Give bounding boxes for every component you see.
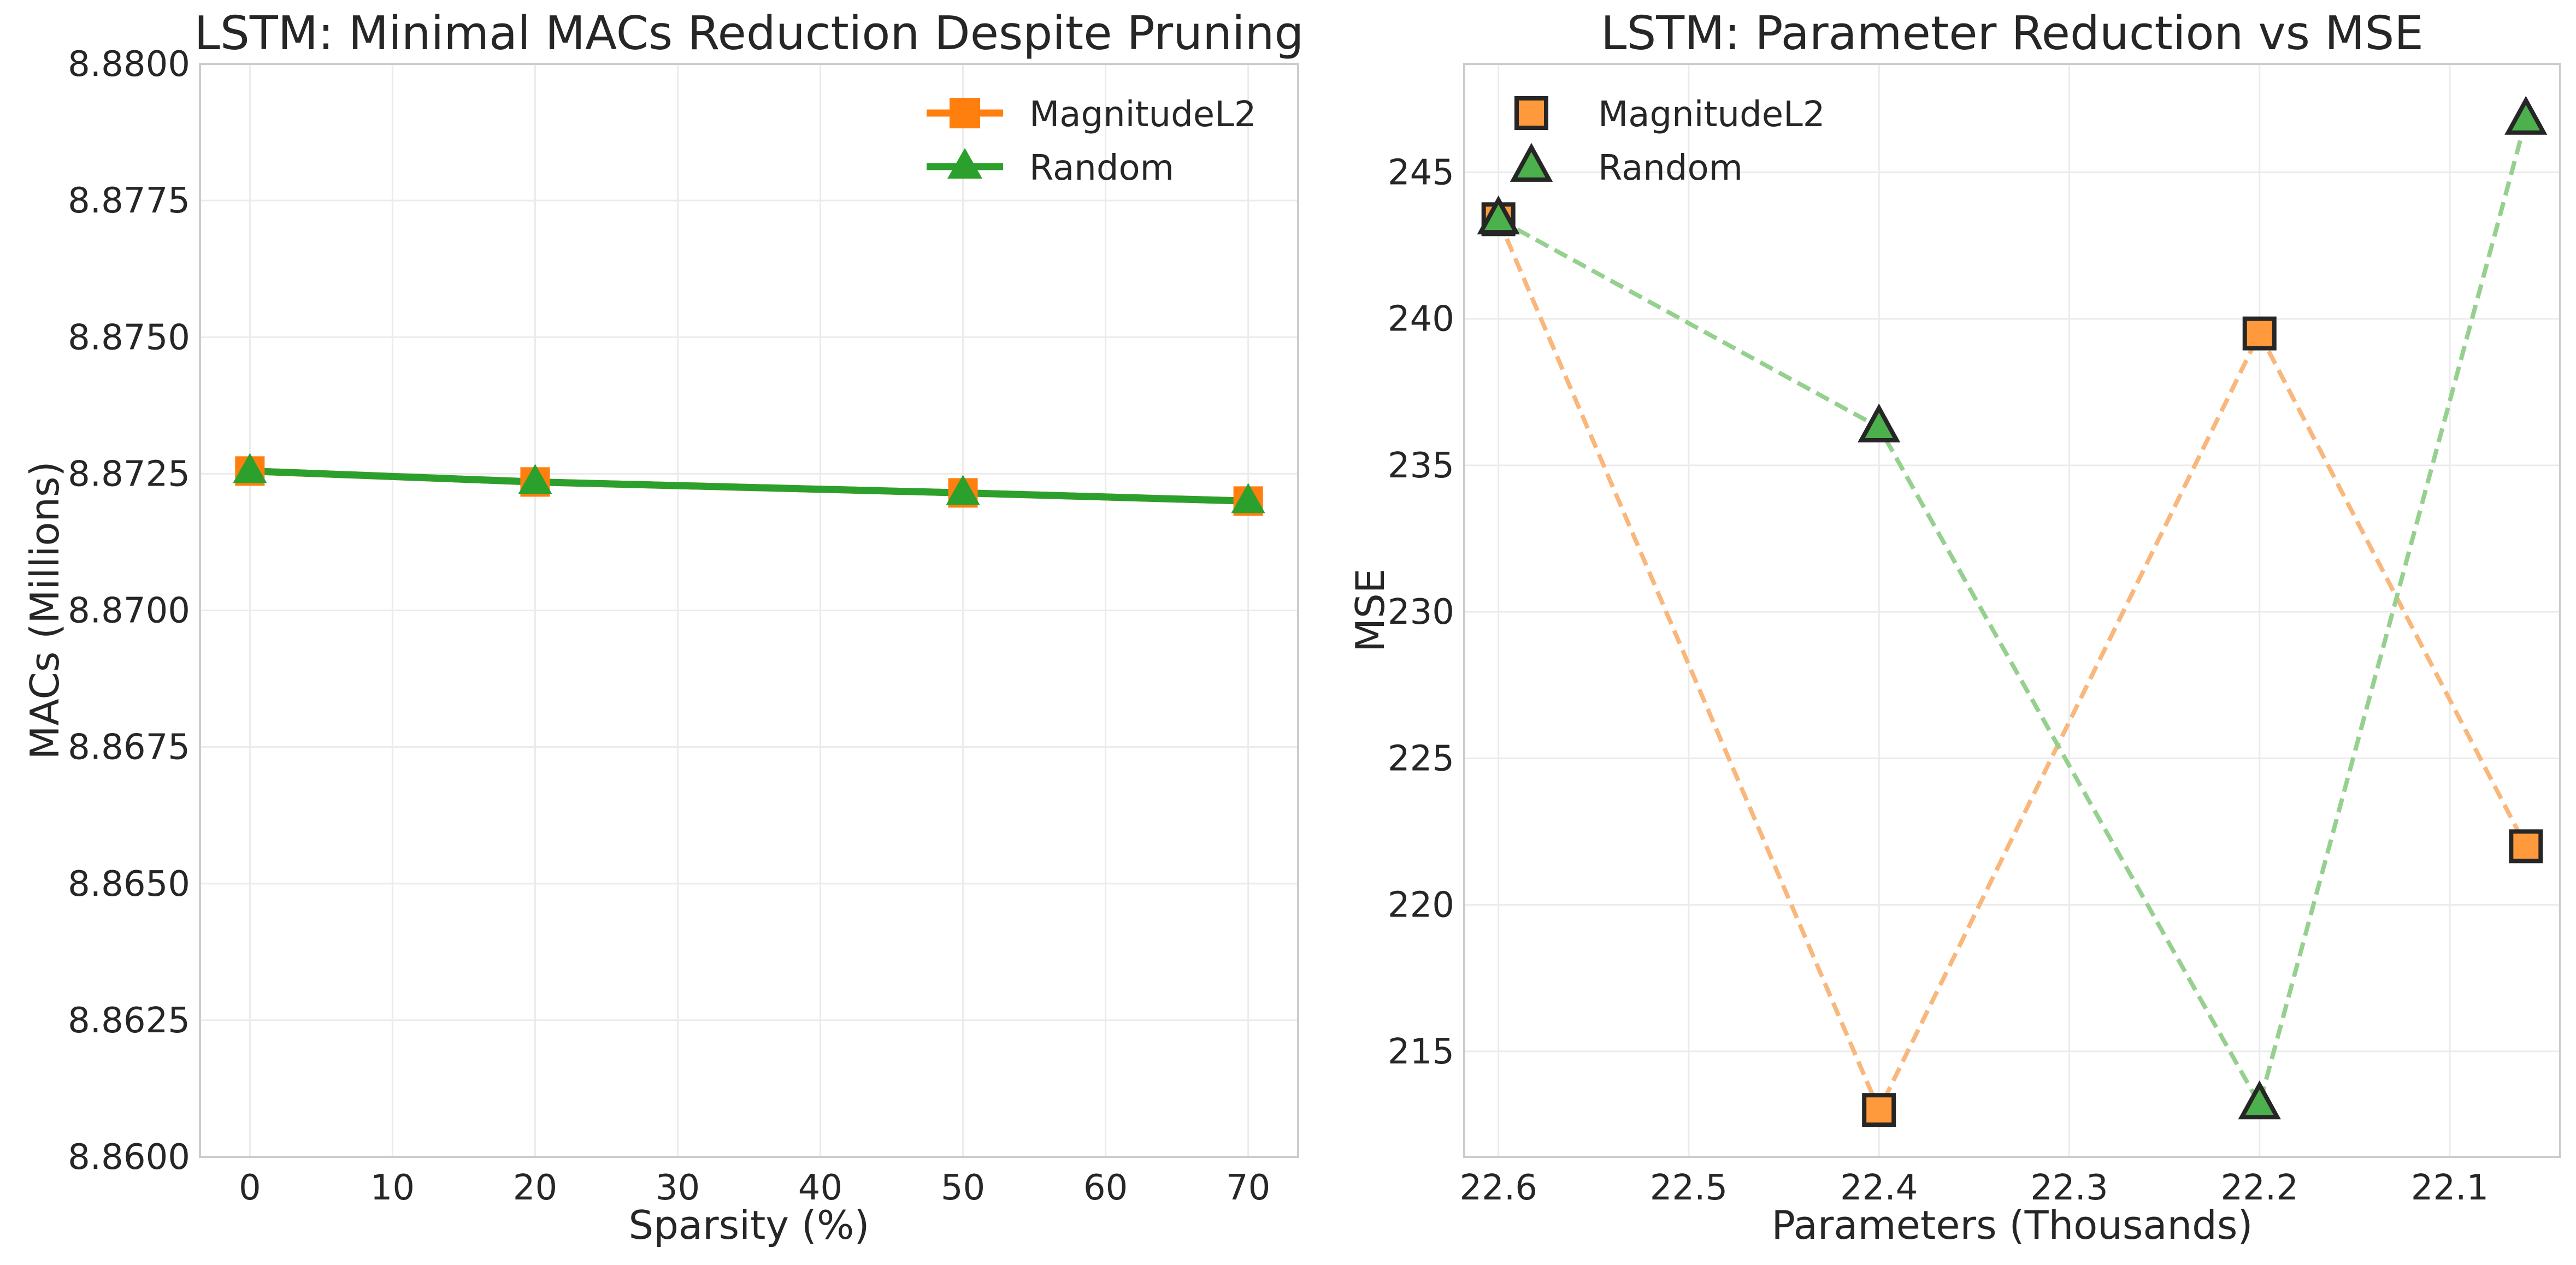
legend-label: Random (1029, 148, 1174, 188)
chart-title: LSTM: Parameter Reduction vs MSE (1601, 7, 2424, 61)
y-tick-label: 8.8700 (68, 591, 190, 631)
data-point-magnitudel2 (1862, 1093, 1896, 1127)
legend-marker (947, 148, 982, 179)
data-point-random (518, 464, 552, 494)
legend-item-magnitudel2: MagnitudeL2 (1514, 94, 1825, 135)
data-point-magnitudel2 (2242, 316, 2277, 351)
y-tick-label: 235 (1388, 446, 1454, 486)
plot-frame (1463, 63, 2561, 1158)
data-point-magnitudel2 (2509, 829, 2543, 864)
series-line-random (246, 467, 1252, 505)
legend-label: Random (1598, 148, 1743, 188)
y-tick-label: 245 (1388, 152, 1454, 193)
x-tick-label: 10 (370, 1168, 415, 1208)
legend-label: MagnitudeL2 (1029, 94, 1256, 135)
y-tick-label: 8.8775 (68, 181, 190, 221)
plot-frame (199, 63, 1299, 1158)
y-tick-label: 8.8600 (68, 1137, 190, 1178)
legend: MagnitudeL2 Random (927, 94, 1256, 188)
y-axis-label: MACs (Millions) (22, 461, 68, 759)
x-tick-label: 60 (1083, 1168, 1128, 1208)
data-point-random (2504, 96, 2548, 135)
x-axis-label: Parameters (Thousands) (1772, 1202, 2253, 1248)
x-tick-label: 22.6 (1459, 1168, 1537, 1208)
legend-marker (1510, 143, 1553, 182)
data-point-random (1477, 195, 1520, 235)
legend-marker (1514, 96, 1548, 130)
x-axis-label: Sparsity (%) (629, 1202, 870, 1248)
y-tick-label: 8.8750 (68, 317, 190, 358)
x-tick-label: 20 (513, 1168, 557, 1208)
chart-mse-vs-parameters: 22.6 22.5 22.4 22.3 22.2 22.1 215 220 225 230 235 2… (1347, 7, 2561, 1248)
x-tick-label: 40 (798, 1168, 842, 1208)
y-tick-label: 8.8800 (68, 44, 190, 85)
data-point-random (946, 475, 980, 505)
y-axis-label: MSE (1347, 569, 1393, 652)
x-tick-label: 22.4 (1840, 1168, 1918, 1208)
y-tick-label: 215 (1388, 1032, 1454, 1072)
x-tick-label: 22.5 (1650, 1168, 1728, 1208)
series-line-random (1497, 119, 2528, 1110)
chart-title: LSTM: Minimal MACs Reduction Despite Pru… (194, 7, 1304, 61)
y-tick-label: 230 (1388, 592, 1454, 632)
data-point-random (1858, 403, 1901, 443)
legend-label: MagnitudeL2 (1598, 94, 1825, 135)
y-tick-label: 220 (1388, 885, 1454, 926)
y-tick-label: 8.8675 (68, 728, 190, 768)
x-tick-label: 22.3 (2030, 1168, 2108, 1208)
y-tick-label: 225 (1388, 738, 1454, 779)
chart-macs-vs-sparsity: 0 10 20 30 40 50 60 70 8.8600 8.8625 8.8650 8.8675 8… (22, 7, 1304, 1248)
legend-item-random: Random (927, 148, 1174, 188)
x-tick-label: 22.2 (2220, 1168, 2298, 1208)
data-point-random (1231, 483, 1265, 513)
x-tick-label: 70 (1226, 1168, 1270, 1208)
legend-item-random: Random (1510, 143, 1743, 188)
x-tick-label: 0 (239, 1168, 261, 1208)
y-tick-label: 8.8650 (68, 864, 190, 905)
legend-marker (950, 98, 980, 128)
data-point-random (233, 453, 267, 483)
x-tick-label: 30 (656, 1168, 700, 1208)
data-point-random (2238, 1080, 2281, 1120)
series-line-magnitudel2 (1496, 218, 2528, 1115)
x-tick-label: 22.1 (2411, 1168, 2489, 1208)
legend: MagnitudeL2 Random (1510, 94, 1825, 188)
y-tick-label: 240 (1388, 299, 1454, 340)
y-tick-label: 8.8725 (68, 454, 190, 494)
x-tick-label: 50 (941, 1168, 985, 1208)
y-tick-label: 8.8625 (68, 1001, 190, 1041)
legend-item-magnitudel2: MagnitudeL2 (927, 94, 1256, 135)
